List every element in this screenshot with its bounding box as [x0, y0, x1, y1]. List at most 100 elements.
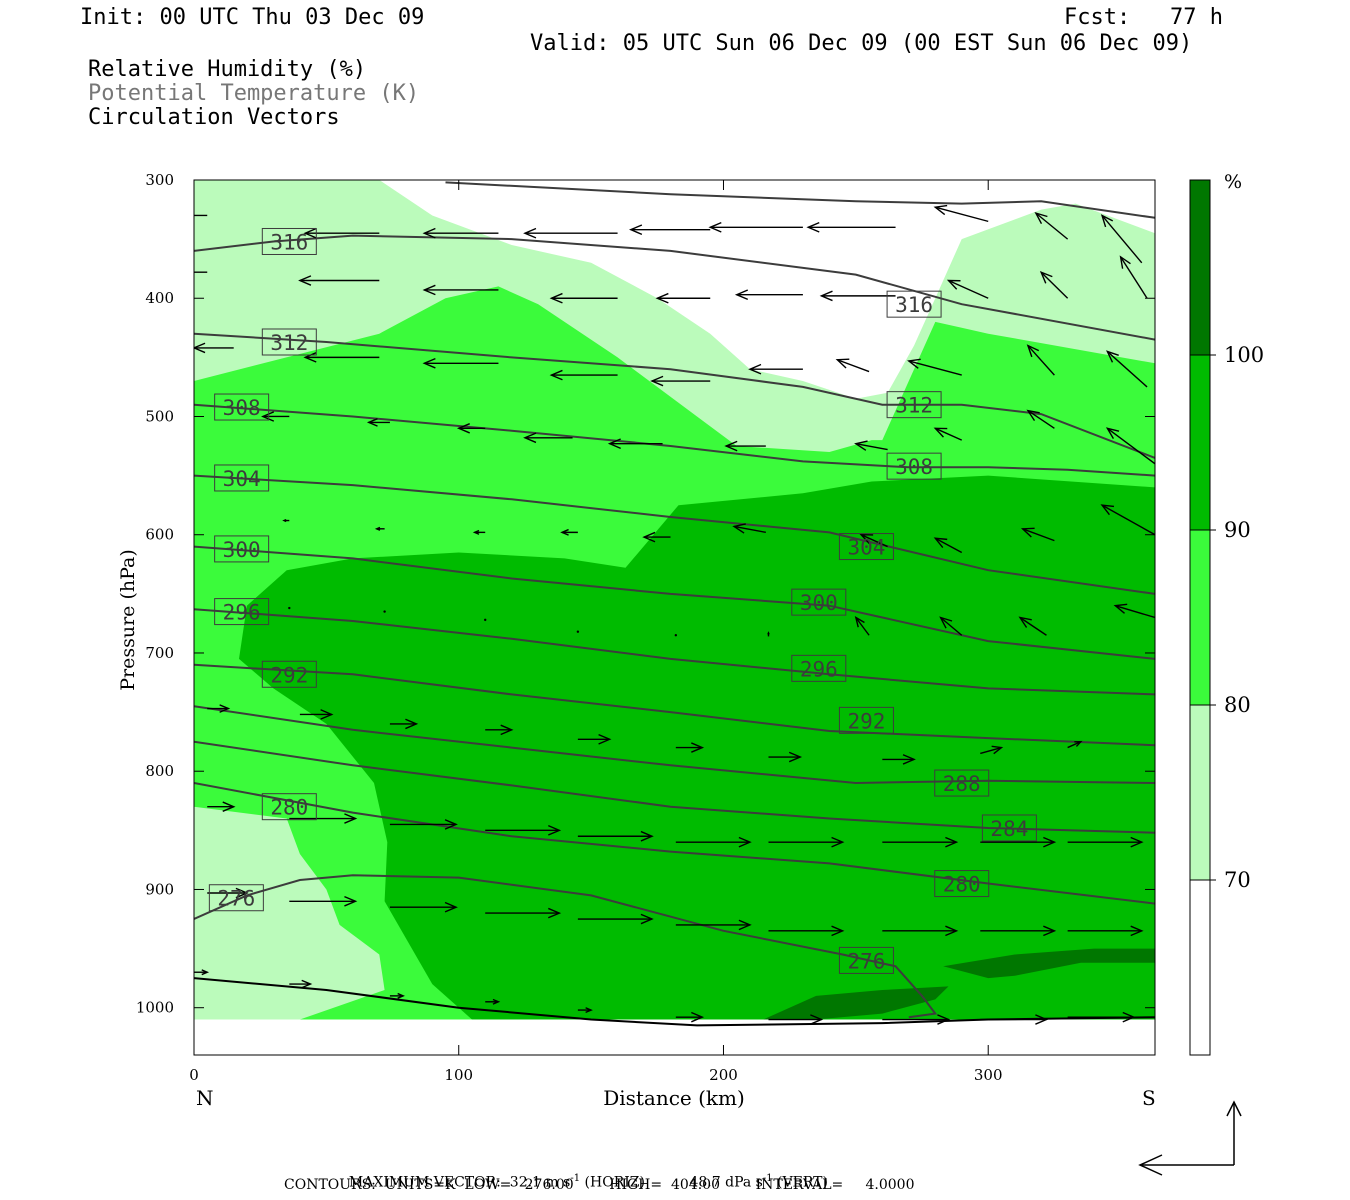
vector-head	[444, 819, 458, 830]
vector-head	[1119, 255, 1131, 269]
contour-label-box	[981, 814, 1037, 842]
x-tick-label: 100	[444, 1066, 473, 1084]
y-tick-label: 500	[145, 407, 174, 425]
vector-head	[655, 292, 669, 304]
circulation-vector	[207, 887, 249, 899]
circulation-vector	[261, 411, 290, 422]
contour-label: 308	[895, 455, 933, 479]
vector-head	[907, 358, 921, 369]
circulation-vector	[389, 819, 458, 830]
vector-head	[1105, 427, 1120, 440]
circulation-vector	[289, 979, 313, 989]
circulation-vector	[768, 1014, 824, 1025]
circulation-vector	[675, 1011, 705, 1023]
reference-vector	[1138, 1100, 1242, 1176]
vector-head	[320, 709, 334, 720]
vector-head	[1106, 350, 1119, 363]
vector-head	[732, 523, 746, 534]
circulation-vector	[806, 221, 896, 233]
contour-label: 312	[895, 394, 933, 418]
vector-head	[640, 913, 654, 925]
vector-shaft	[1067, 741, 1082, 749]
vector-head	[261, 411, 275, 422]
vector-head	[1043, 925, 1057, 937]
vector-head	[1074, 740, 1083, 747]
vector-head	[397, 992, 405, 999]
contour-label: 300	[800, 591, 838, 615]
vector-head	[422, 357, 436, 369]
vector-head	[422, 284, 436, 296]
circulation-vector	[980, 1014, 1049, 1025]
circulation-vector	[675, 742, 705, 753]
south-end-label: S	[1142, 1086, 1156, 1110]
vector-head	[650, 375, 664, 387]
contour-label-box	[261, 328, 317, 356]
contour-label-box	[261, 793, 317, 821]
vector-head	[945, 836, 959, 848]
vector-head	[201, 969, 210, 976]
circulation-vector	[422, 357, 499, 369]
contour-label-box	[208, 884, 264, 912]
vector-head	[500, 724, 514, 736]
vector-head	[548, 907, 562, 919]
colorbar-level-label: 100	[1224, 343, 1264, 367]
vector-head	[1018, 616, 1032, 628]
theta-contour-284	[194, 740, 1155, 834]
vector-head	[991, 745, 1004, 755]
circulation-vector	[1067, 1011, 1136, 1023]
vector-head	[219, 704, 231, 713]
max-vert-unit: (VERT)	[777, 1174, 828, 1191]
vector-shaft	[860, 534, 888, 548]
vector-head	[946, 279, 961, 290]
ground-line	[194, 977, 1155, 1027]
vector-head	[788, 751, 803, 763]
vector-head	[767, 631, 770, 635]
circulation-vector	[389, 718, 419, 730]
vector-shaft	[1019, 616, 1047, 636]
theta-contour-288	[194, 705, 1155, 785]
theta-contour-292	[194, 663, 1155, 747]
circulation-vector	[607, 438, 663, 450]
circulation-vector	[289, 813, 358, 824]
theta-contour-276	[194, 874, 938, 1019]
vector-dot	[576, 630, 580, 633]
max-horiz-value: 32.1 m s	[509, 1174, 571, 1191]
vector-head	[831, 925, 845, 937]
vector-head	[1026, 344, 1040, 358]
vector-shaft	[855, 442, 888, 451]
circulation-vector	[366, 418, 390, 427]
colorbar-frame	[1189, 179, 1211, 1056]
circulation-vector	[485, 998, 501, 1005]
vector-shaft	[1106, 427, 1155, 465]
vector-shaft	[948, 279, 989, 299]
contour-label: 304	[223, 467, 261, 491]
vector-head	[549, 292, 563, 304]
vector-head	[344, 895, 358, 907]
contour-label: 280	[270, 796, 308, 820]
vector-head	[854, 440, 868, 451]
vector-head	[1020, 527, 1035, 538]
circulation-vector	[734, 289, 803, 301]
contour-label: 316	[270, 230, 308, 254]
contour-label: 312	[270, 331, 308, 355]
colorbar-swatch	[1190, 530, 1210, 705]
y-tick-label: 400	[145, 289, 174, 307]
vector-head	[222, 801, 236, 812]
vector-head	[366, 418, 378, 427]
vector-head	[523, 432, 537, 444]
contour-label-box	[886, 290, 942, 318]
circulation-vector	[298, 275, 380, 286]
contour-label: 292	[270, 663, 308, 687]
vector-shaft	[980, 746, 1002, 755]
vector-head	[1100, 214, 1114, 228]
circulation-vector	[980, 925, 1057, 937]
vector-head	[235, 887, 249, 899]
circulation-vector	[1113, 603, 1155, 619]
circulation-vector	[472, 529, 486, 535]
theta-contour-300	[194, 545, 1155, 660]
theta-contour-308	[194, 403, 1155, 477]
circulation-vector	[207, 801, 236, 812]
circulation-vector	[642, 531, 671, 543]
contour-label-box	[261, 227, 317, 255]
max-vert-value: 48.7 dPa s	[689, 1174, 763, 1191]
